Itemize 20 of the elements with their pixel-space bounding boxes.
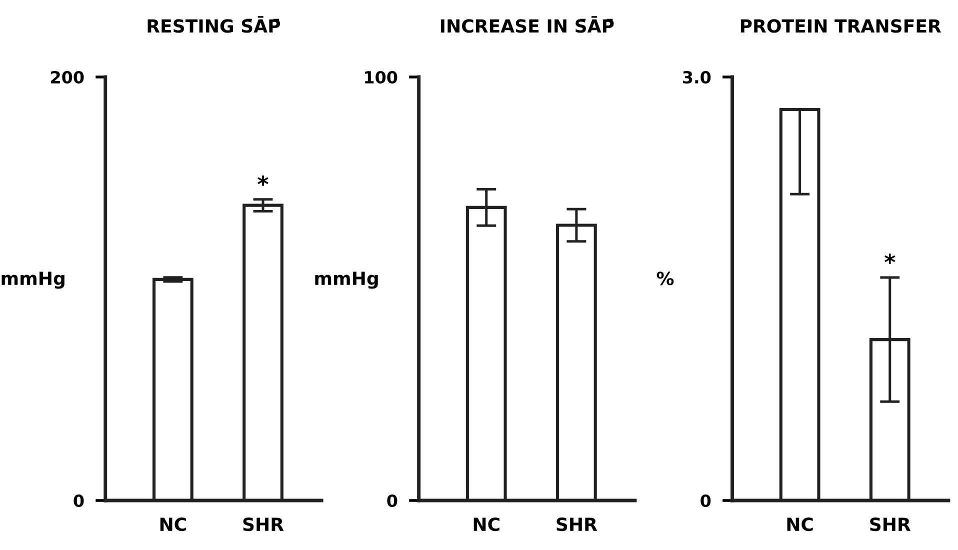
y-tick-label: 3.0 bbox=[683, 70, 711, 84]
y-tick-label: 0 bbox=[387, 494, 398, 508]
chart-title: RESTING S̄ĀP̄ bbox=[148, 16, 280, 33]
annotation: * bbox=[258, 176, 268, 186]
x-tick-label: NC bbox=[787, 517, 813, 532]
annotation: * bbox=[884, 254, 896, 264]
y-tick-label: 200 bbox=[51, 70, 84, 84]
chart-title: PROTEIN TRANSFER bbox=[740, 19, 942, 33]
x-tick-label: SHR bbox=[870, 517, 911, 532]
x-tick-label: SHR bbox=[243, 517, 284, 532]
x-tick-label: NC bbox=[160, 517, 186, 532]
chart-title: INCREASE IN S̄ĀP̄ bbox=[440, 16, 614, 33]
x-tick-label: NC bbox=[474, 517, 500, 532]
y-axis-title: % bbox=[656, 272, 674, 286]
y-tick-label: 100 bbox=[365, 70, 398, 84]
y-tick-label: 0 bbox=[700, 494, 711, 508]
x-tick-label: SHR bbox=[556, 517, 598, 532]
y-axis-title: mmHg bbox=[315, 272, 378, 289]
y-axis-title: mmHg bbox=[2, 272, 64, 289]
y-tick-label: 0 bbox=[74, 494, 84, 508]
